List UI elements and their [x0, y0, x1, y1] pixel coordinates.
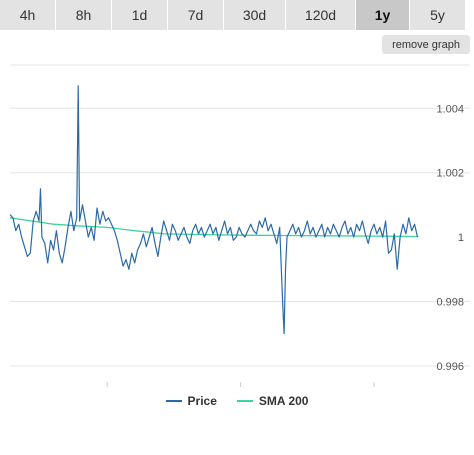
x-tick-label: Oct '25 [223, 391, 258, 392]
tab-1y[interactable]: 1y [356, 0, 410, 30]
current-value-label: 1 [458, 232, 464, 244]
tab-120d[interactable]: 120d [286, 0, 356, 30]
price-chart: 0.996 0.998 1.002 1.004 1 Jul '25 Oct '25 Jan '… [9, 64, 470, 392]
y-tick-label: 1.002 [436, 168, 464, 180]
y-tick-label: 0.996 [436, 361, 464, 373]
tab-5y[interactable]: 5y [410, 0, 466, 30]
tab-1d[interactable]: 1d [112, 0, 168, 30]
legend-swatch-price [165, 400, 182, 402]
y-tick-label: 0.998 [436, 297, 464, 309]
tab-4h[interactable]: 4h [0, 0, 56, 30]
grid-layer [10, 64, 470, 367]
remove-graph-button[interactable]: remove graph [382, 35, 470, 54]
x-tick-label: Jul '25 [91, 391, 122, 392]
series-layer [9, 85, 419, 335]
tab-30d[interactable]: 30d [224, 0, 286, 30]
legend: Price SMA 200 [0, 392, 474, 410]
x-tick-label: Jan '26 [356, 391, 391, 392]
sma-200-series-line [9, 217, 418, 238]
legend-label-price: Price [187, 394, 217, 408]
axis-layer: 0.996 0.998 1.002 1.004 1 Jul '25 Oct '25 Jan '… [91, 103, 464, 392]
legend-item-sma[interactable]: SMA 200 [236, 394, 309, 408]
legend-swatch-sma [236, 400, 253, 402]
timeframe-tabs: 4h 8h 1d 7d 30d 120d 1y 5y [0, 0, 474, 30]
legend-label-sma: SMA 200 [258, 394, 309, 408]
tab-7d[interactable]: 7d [168, 0, 224, 30]
tab-8h[interactable]: 8h [56, 0, 112, 30]
price-series-line [9, 85, 419, 335]
y-tick-label: 1.004 [436, 103, 464, 115]
legend-item-price[interactable]: Price [165, 394, 217, 408]
